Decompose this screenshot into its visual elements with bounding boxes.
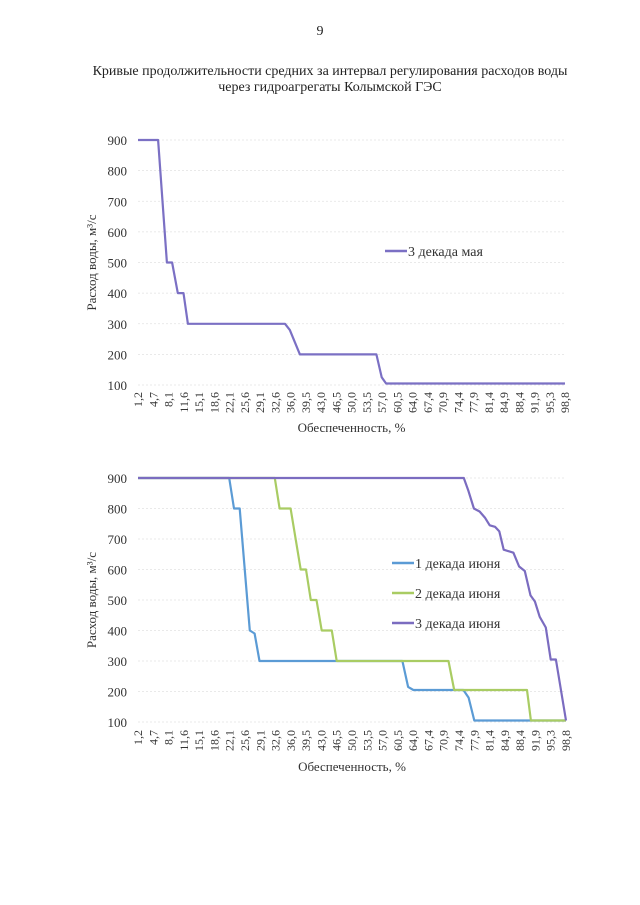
x-tick-label: 18,6 (207, 730, 221, 751)
y-tick-label: 100 (108, 715, 128, 730)
x-tick-label: 8,1 (162, 730, 176, 745)
y-tick-label: 600 (108, 225, 128, 240)
x-tick-label: 22,1 (223, 392, 237, 413)
x-tick-label: 32,6 (269, 730, 283, 751)
series-line-2 (138, 476, 566, 722)
x-tick-label: 46,5 (330, 730, 344, 751)
page-number: 9 (316, 24, 324, 39)
y-tick-label: 400 (108, 624, 128, 639)
y-tick-label: 900 (108, 471, 128, 486)
chart-1: 100 200 300 400 500 600 700 800 900 1,2 4,7 8,1 11,6… (84, 133, 572, 435)
x-tick-label: 11,6 (177, 730, 191, 751)
y-tick-label: 900 (108, 133, 128, 148)
x-tick-label: 95,3 (544, 730, 558, 751)
x-tick-label: 11,6 (177, 392, 191, 413)
y-tick-label: 500 (108, 593, 128, 608)
y-tick-label: 300 (108, 654, 128, 669)
x-tick-label: 84,9 (498, 730, 512, 751)
y-tick-label: 400 (108, 286, 128, 301)
x-tick-label: 29,1 (253, 392, 267, 413)
x-tick-label: 64,0 (406, 730, 420, 751)
x-tick-label: 98,8 (558, 392, 572, 413)
x-tick-label: 46,5 (329, 392, 343, 413)
y-tick-label: 700 (108, 194, 128, 209)
x-tick-label: 1,2 (131, 730, 145, 745)
y-axis-label: Расход воды, м³/с (84, 552, 99, 648)
x-tick-label: 53,5 (360, 730, 374, 751)
x-tick-label: 50,0 (345, 730, 359, 751)
x-tick-label: 39,5 (299, 392, 313, 413)
y-tick-label: 500 (108, 256, 128, 271)
x-tick-label: 22,1 (223, 730, 237, 751)
x-tick-label: 88,4 (513, 730, 527, 751)
series-line-3 (138, 476, 568, 721)
x-tick-label: 77,9 (467, 730, 481, 751)
x-tick-label: 91,9 (528, 392, 542, 413)
x-tick-label: 74,4 (451, 392, 465, 413)
x-tick-label: 67,4 (421, 730, 435, 751)
x-tick-label: 81,4 (483, 730, 497, 751)
x-tick-label: 39,5 (299, 730, 313, 751)
x-axis-label: Обеспеченность, % (298, 420, 406, 435)
x-tick-label: 8,1 (162, 392, 176, 407)
x-tick-label: 95,3 (543, 392, 557, 413)
legend-label: 2 декада июня (415, 587, 501, 602)
x-axis-label: Обеспеченность, % (298, 759, 406, 774)
x-tick-label: 57,0 (376, 730, 390, 751)
x-tick-label: 70,9 (436, 392, 450, 413)
x-tick-label: 84,9 (497, 392, 511, 413)
x-tick-label: 70,9 (437, 730, 451, 751)
x-tick-label: 4,7 (146, 392, 160, 407)
y-tick-label: 200 (108, 685, 128, 700)
x-tick-label: 29,1 (253, 730, 267, 751)
x-tick-label: 91,9 (528, 730, 542, 751)
x-tick-label: 36,0 (284, 730, 298, 751)
x-tick-label: 25,6 (238, 392, 252, 413)
y-tick-label: 200 (108, 347, 128, 362)
x-tick-label: 53,5 (360, 392, 374, 413)
legend-label: 1 декада июня (415, 557, 501, 572)
x-tick-label: 64,0 (406, 392, 420, 413)
y-tick-label: 800 (108, 164, 128, 179)
y-tick-label: 700 (108, 532, 128, 547)
x-tick-label: 43,0 (314, 730, 328, 751)
figure-title: Кривые продолжительности средних за инте… (60, 64, 600, 96)
x-tick-label: 81,4 (482, 392, 496, 413)
chart-2: 100 200 300 400 500 600 700 800 900 1,2 4,7 8,1 11,6… (84, 471, 573, 774)
series-line-1 (138, 476, 566, 722)
x-tick-label: 18,6 (207, 392, 221, 413)
x-tick-label: 60,5 (390, 392, 404, 413)
x-tick-label: 88,4 (512, 392, 526, 413)
x-tick-label: 57,0 (375, 392, 389, 413)
x-tick-label: 36,0 (284, 392, 298, 413)
y-tick-label: 300 (108, 317, 128, 332)
legend-label: 3 декада июня (415, 617, 501, 632)
series-line-1 (138, 138, 565, 385)
legend-label: 3 декада мая (408, 245, 483, 260)
x-tick-label: 67,4 (421, 392, 435, 413)
x-tick-label: 77,9 (467, 392, 481, 413)
x-tick-label: 25,6 (238, 730, 252, 751)
x-tick-label: 15,1 (192, 392, 206, 413)
x-tick-label: 1,2 (131, 392, 145, 407)
y-tick-label: 100 (108, 378, 128, 393)
y-tick-label: 800 (108, 502, 128, 517)
figure-title-line-1: Кривые продолжительности средних за инте… (92, 64, 568, 79)
x-tick-label: 32,6 (268, 392, 282, 413)
x-tick-label: 50,0 (345, 392, 359, 413)
x-tick-label: 74,4 (452, 730, 466, 751)
x-tick-label: 15,1 (192, 730, 206, 751)
y-axis-label: Расход воды, м³/с (84, 214, 99, 310)
x-tick-label: 4,7 (146, 730, 160, 745)
figure-title-line-2: через гидроагрегаты Колымской ГЭС (218, 80, 442, 95)
y-tick-label: 600 (108, 563, 128, 578)
x-tick-label: 43,0 (314, 392, 328, 413)
x-tick-label: 98,8 (559, 730, 573, 751)
x-tick-label: 60,5 (391, 730, 405, 751)
